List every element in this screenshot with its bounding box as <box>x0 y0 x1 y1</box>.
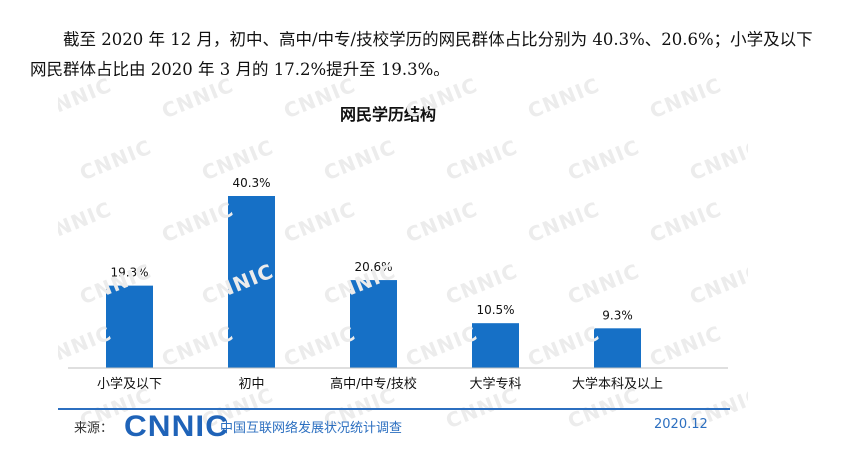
source-date: 2020.12 <box>654 417 708 432</box>
bars-layer <box>106 196 641 368</box>
labels-layer: 19.3% 小学及以下 40.3% 初中 20.6% 高中/中专/技校 10.5% 大学专科 9… <box>97 176 663 392</box>
category-label: 小学及以下 <box>97 376 162 392</box>
bar-value-label: 20.6% <box>354 260 392 274</box>
bar-2 <box>350 280 397 368</box>
bar-4 <box>594 328 641 368</box>
bar-1 <box>228 196 275 368</box>
bar-value-label: 19.3% <box>110 266 148 280</box>
bar-value-label: 10.5% <box>476 303 514 317</box>
bar-0 <box>106 285 153 368</box>
category-label: 高中/中专/技校 <box>330 376 417 392</box>
chart-title: 网民学历结构 <box>340 105 436 124</box>
bar-3 <box>472 323 519 368</box>
source-footer: 来源： CNNIC 中国互联网络发展状况统计调查 2020.12 <box>58 408 730 444</box>
source-label: 来源： <box>74 421 114 436</box>
source-org-name: 中国互联网络发展状况统计调查 <box>220 421 403 436</box>
category-label: 初中 <box>238 377 264 392</box>
chart-figure: CNNIC CNNIC CNNIC CNNIC CNNIC CNNIC CNNIC CNNIC… <box>58 76 748 446</box>
bar-chart: 网民学历结构 19.3% 小学及以下 40.3% 初中 20.6% 高中/中专/技校 10.… <box>68 105 728 392</box>
cnnic-logo: CNNIC <box>124 410 229 443</box>
category-label: 大学本科及以上 <box>572 376 663 392</box>
category-label: 大学专科 <box>469 376 521 392</box>
footer-divider <box>58 408 730 410</box>
intro-paragraph: 截至 2020 年 12 月，初中、高中/中专/技校学历的网民群体占比分别为 4… <box>30 29 813 79</box>
bar-value-label: 9.3% <box>602 308 633 322</box>
bar-value-label: 40.3% <box>232 176 270 190</box>
